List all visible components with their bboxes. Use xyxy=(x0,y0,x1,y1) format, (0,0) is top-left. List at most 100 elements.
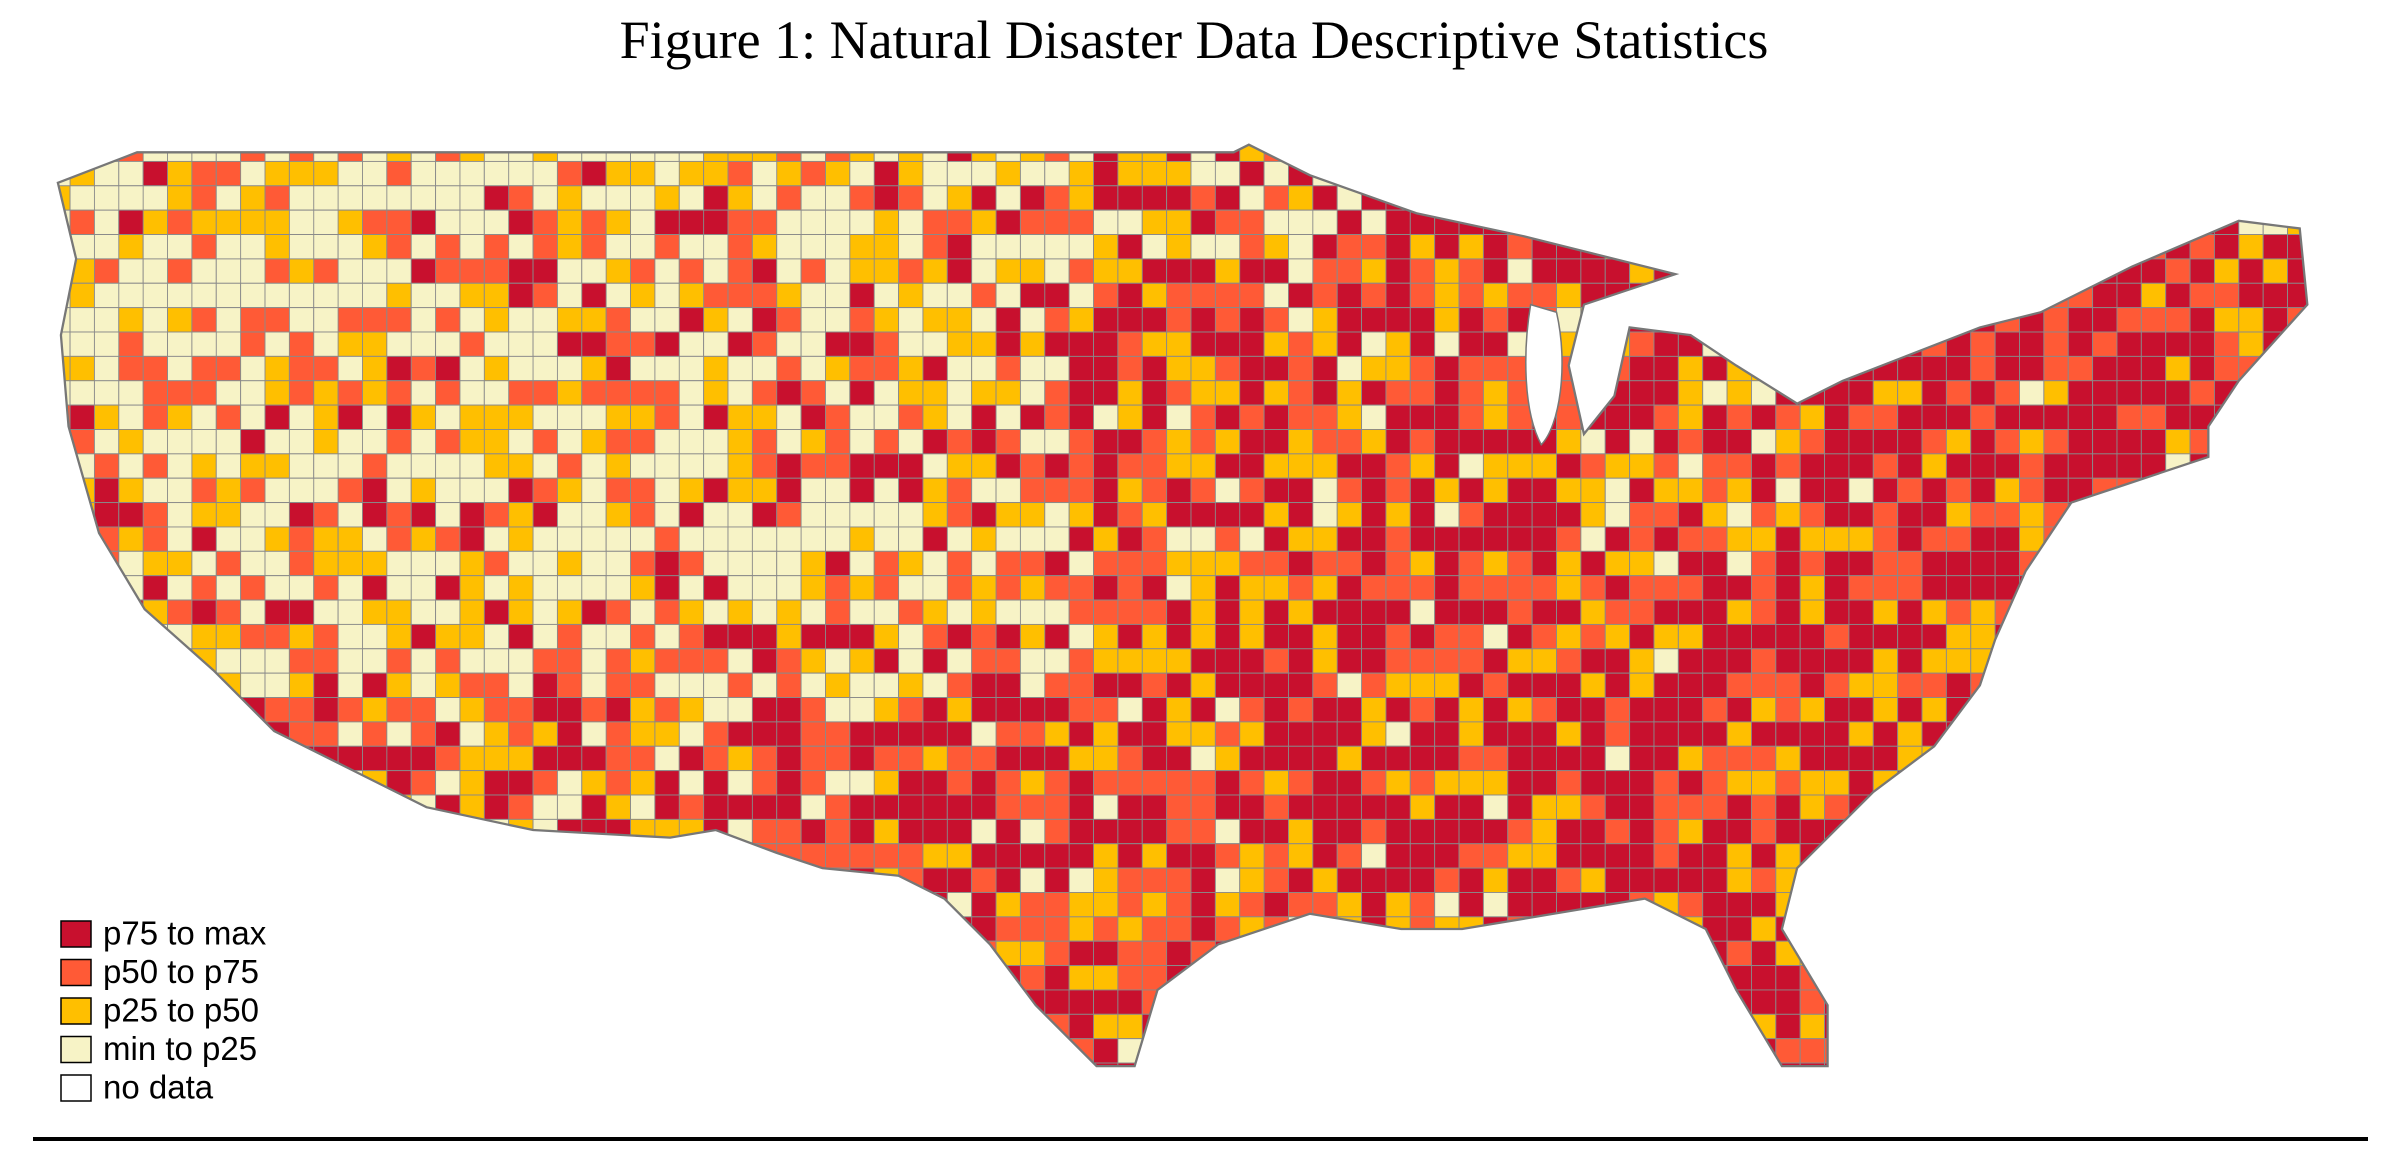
county-cell xyxy=(435,1038,461,1064)
county-cell xyxy=(1239,185,1265,211)
county-cell xyxy=(191,599,217,625)
county-cell xyxy=(1604,599,1631,625)
county-cell xyxy=(1312,1013,1363,1040)
county-cell xyxy=(2067,502,2094,528)
county-cell xyxy=(581,867,631,893)
county-cell xyxy=(1945,672,1972,698)
county-cell xyxy=(142,818,168,845)
county-cell xyxy=(1263,916,1289,942)
county-cell xyxy=(1604,697,1631,723)
county-cell xyxy=(1799,282,1826,309)
county-cell xyxy=(995,453,1021,479)
county-cell xyxy=(1531,697,1557,723)
county-cell xyxy=(2116,867,2142,893)
county-cell xyxy=(1677,160,1704,187)
county-cell xyxy=(922,940,948,967)
county-cell xyxy=(678,575,705,601)
county-cell xyxy=(1799,160,1826,187)
county-cell xyxy=(1531,209,1557,235)
county-cell xyxy=(922,599,948,625)
county-cell xyxy=(1897,209,1923,235)
county-cell xyxy=(776,721,802,747)
county-cell xyxy=(630,331,656,357)
county-cell xyxy=(459,209,485,235)
county-cell xyxy=(751,144,778,162)
county-cell xyxy=(1897,1062,1923,1067)
county-cell xyxy=(288,770,339,796)
county-cell xyxy=(1629,282,1655,309)
county-cell xyxy=(459,380,485,406)
county-cell xyxy=(1482,672,1509,698)
county-cell xyxy=(1897,258,1923,284)
county-cell xyxy=(1872,234,1899,260)
county-cell xyxy=(1190,550,1216,577)
county-cell xyxy=(1750,843,1777,869)
county-cell xyxy=(1945,160,1972,187)
county-cell xyxy=(1141,185,1168,211)
county-cell xyxy=(1093,648,1119,674)
county-cell xyxy=(508,892,558,918)
county-cell xyxy=(1044,209,1070,235)
county-cell xyxy=(2213,623,2240,650)
county-cell xyxy=(2043,144,2069,162)
county-cell xyxy=(654,453,680,479)
county-cell xyxy=(800,1013,826,1040)
county-cell xyxy=(1214,623,1241,650)
county-cell xyxy=(1629,697,1655,723)
county-cell xyxy=(167,892,193,918)
county-cell xyxy=(2189,1013,2215,1040)
county-cell xyxy=(1336,234,1363,260)
county-cell xyxy=(703,380,729,406)
county-cell xyxy=(1750,745,1777,772)
county-cell xyxy=(1385,307,1411,333)
county-cell xyxy=(1361,1062,1387,1067)
county-cell xyxy=(240,892,266,918)
county-cell xyxy=(2238,965,2264,991)
county-cell xyxy=(1068,623,1094,650)
county-cell xyxy=(1288,989,1338,1015)
county-cell xyxy=(313,818,363,845)
county-cell xyxy=(1409,1062,1436,1067)
county-cell xyxy=(1409,575,1436,601)
county-cell xyxy=(2262,1013,2289,1040)
county-cell xyxy=(1434,331,1460,357)
county-cell xyxy=(1166,282,1192,309)
county-cell xyxy=(1799,867,1826,893)
county-cell xyxy=(1629,989,1655,1015)
county-cell xyxy=(1068,429,1094,455)
county-cell xyxy=(1848,672,1874,698)
county-cell xyxy=(386,599,412,625)
county-cell xyxy=(581,502,607,528)
county-cell xyxy=(2019,623,2045,650)
county-cell xyxy=(995,623,1021,650)
county-cell xyxy=(946,331,973,357)
county-cell xyxy=(1482,1038,1509,1064)
county-cell xyxy=(2116,575,2142,601)
county-cell xyxy=(508,144,534,162)
county-cell xyxy=(873,965,924,991)
county-cell xyxy=(1677,526,1704,552)
county-cell xyxy=(2140,355,2167,382)
county-cell xyxy=(1458,697,1484,723)
county-cell xyxy=(2043,989,2069,1015)
county-cell xyxy=(1507,818,1533,845)
county-cell xyxy=(2312,624,2336,648)
county-cell xyxy=(1872,453,1899,479)
county-cell xyxy=(1556,818,1582,845)
county-cell xyxy=(337,916,363,942)
county-cell xyxy=(288,623,315,650)
county-cell xyxy=(995,550,1021,577)
county-cell xyxy=(1653,672,1679,698)
county-cell xyxy=(1775,989,1801,1015)
county-cell xyxy=(2312,673,2336,697)
county-cell xyxy=(703,429,729,455)
county-cell xyxy=(1263,965,1314,991)
county-cell xyxy=(971,380,997,406)
county-cell xyxy=(971,770,997,796)
county-cell xyxy=(1726,144,1752,162)
county-cell xyxy=(2189,648,2215,674)
county-cell xyxy=(751,234,778,260)
county-cell xyxy=(1458,502,1484,528)
county-cell xyxy=(1141,453,1168,479)
county-cell xyxy=(69,307,95,333)
